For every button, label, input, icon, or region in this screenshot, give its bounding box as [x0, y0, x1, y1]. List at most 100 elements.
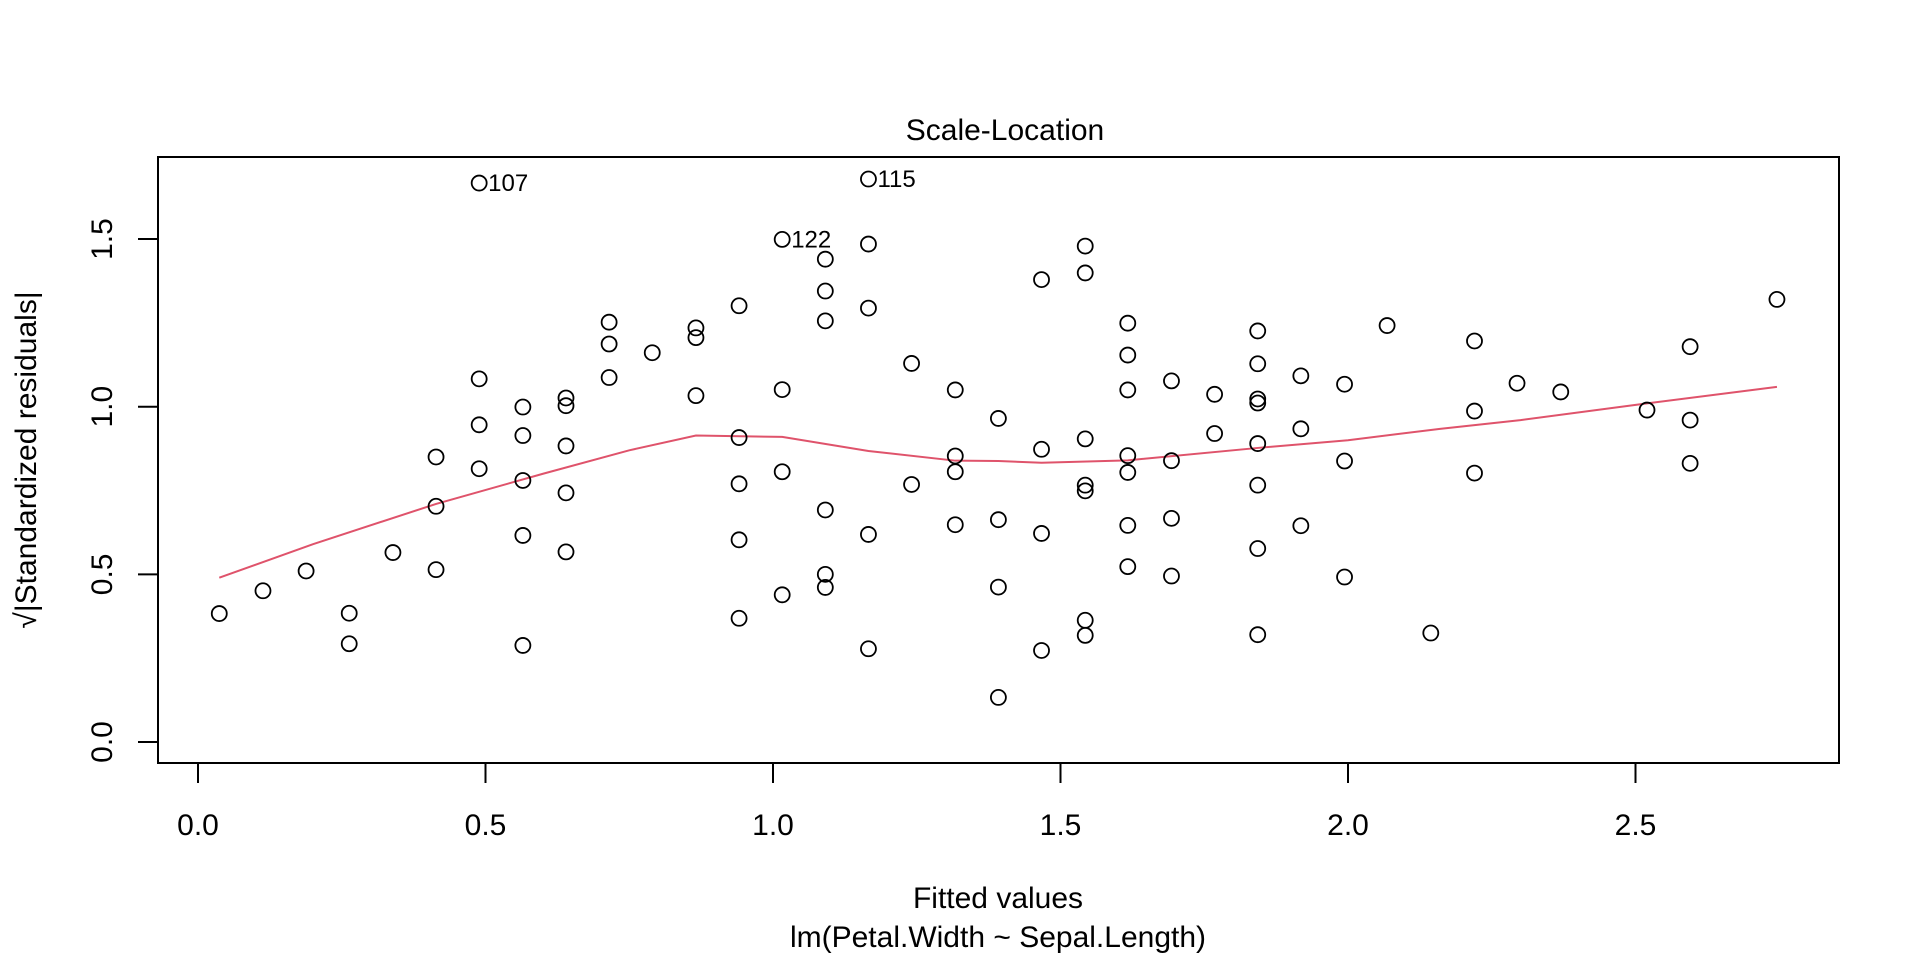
data-point — [1076, 264, 1094, 282]
data-point — [1638, 401, 1656, 419]
data-point — [1119, 381, 1137, 399]
data-point — [1249, 355, 1267, 373]
data-point — [557, 397, 575, 415]
data-point — [1163, 567, 1180, 585]
data-point — [1336, 568, 1353, 586]
data-point — [1163, 509, 1180, 527]
data-point — [557, 437, 575, 455]
data-point — [297, 562, 315, 580]
data-point — [773, 230, 791, 248]
data-point — [1076, 626, 1094, 644]
data-point — [1033, 642, 1050, 659]
data-point — [1119, 314, 1137, 332]
data-point — [1292, 420, 1310, 438]
data-point — [557, 484, 575, 502]
data-point — [1076, 611, 1094, 629]
data-point — [1466, 402, 1483, 420]
data-point — [427, 448, 445, 466]
data-point — [816, 282, 834, 300]
data-point — [990, 511, 1007, 529]
data-point — [1206, 425, 1223, 442]
y-tick-label: 1.5 — [86, 218, 119, 260]
data-point — [1163, 452, 1180, 470]
x-tick-label: 2.5 — [1615, 809, 1657, 842]
lowess-smoother-line — [218, 385, 1778, 579]
data-point — [1206, 385, 1223, 403]
data-point — [1119, 464, 1137, 481]
data-point — [1336, 375, 1353, 393]
chart-title: Scale-Location — [906, 114, 1104, 147]
data-point — [557, 389, 575, 407]
y-tick-label: 0.0 — [86, 721, 119, 763]
data-point — [687, 319, 705, 337]
data-point — [1249, 322, 1267, 340]
data-point — [1033, 440, 1050, 458]
data-point — [600, 369, 618, 386]
x-axis-subtitle: lm(Petal.Width ~ Sepal.Length) — [790, 921, 1206, 954]
data-point — [1378, 317, 1396, 334]
data-point — [990, 578, 1007, 596]
y-tick-label: 0.5 — [86, 553, 119, 595]
data-point — [687, 387, 705, 405]
data-point — [1466, 332, 1483, 350]
points — [210, 170, 1786, 706]
data-point — [514, 637, 532, 654]
data-point — [1163, 372, 1180, 390]
y-axis-title: √|Standardized residuals| — [10, 291, 43, 628]
data-point — [1033, 271, 1050, 289]
data-point — [816, 579, 834, 596]
data-point — [903, 476, 920, 493]
data-point — [1076, 476, 1094, 494]
data-point — [860, 299, 877, 317]
data-point — [687, 329, 705, 347]
data-point — [514, 398, 532, 416]
data-point — [427, 497, 445, 515]
data-point — [816, 312, 834, 330]
data-point — [730, 297, 748, 315]
data-point — [1249, 626, 1267, 644]
data-point — [1681, 454, 1699, 472]
plot-frame — [157, 156, 1840, 764]
data-point — [600, 313, 618, 331]
data-point — [427, 561, 445, 579]
data-point — [1033, 525, 1050, 542]
data-point — [1119, 516, 1137, 534]
data-point — [514, 427, 532, 444]
data-point — [773, 463, 791, 481]
data-point — [384, 544, 402, 561]
data-point — [514, 472, 532, 489]
data-point — [773, 381, 791, 398]
data-point — [816, 250, 834, 268]
data-point — [816, 565, 834, 583]
x-axis: 0.0 0.5 1.0 1.5 2.0 2.5 — [177, 762, 1657, 842]
data-point — [1249, 476, 1267, 494]
data-point — [860, 526, 877, 543]
data-point — [860, 235, 877, 253]
data-point — [1076, 482, 1094, 500]
data-point — [990, 689, 1007, 706]
data-point — [730, 609, 748, 627]
data-point — [1508, 374, 1526, 392]
data-point — [1249, 435, 1267, 452]
data-point — [903, 355, 920, 372]
x-tick-label: 0.0 — [177, 809, 219, 842]
data-point — [730, 475, 748, 493]
outlier-label: 115 — [877, 166, 915, 193]
data-point — [600, 335, 618, 353]
data-point — [470, 370, 488, 388]
data-point — [1119, 346, 1137, 364]
data-point — [860, 640, 877, 658]
outlier-label: 122 — [791, 226, 831, 253]
data-point — [210, 605, 228, 622]
data-point — [1422, 624, 1440, 642]
data-point — [1119, 558, 1137, 576]
y-axis: 0.0 0.5 1.0 1.5 — [86, 218, 159, 763]
outlier-label: 107 — [488, 170, 528, 197]
data-point — [1076, 430, 1094, 448]
data-point — [1292, 367, 1310, 385]
data-point — [1768, 291, 1786, 308]
x-tick-label: 0.5 — [465, 809, 507, 842]
data-point — [514, 527, 532, 544]
data-point — [254, 582, 272, 600]
